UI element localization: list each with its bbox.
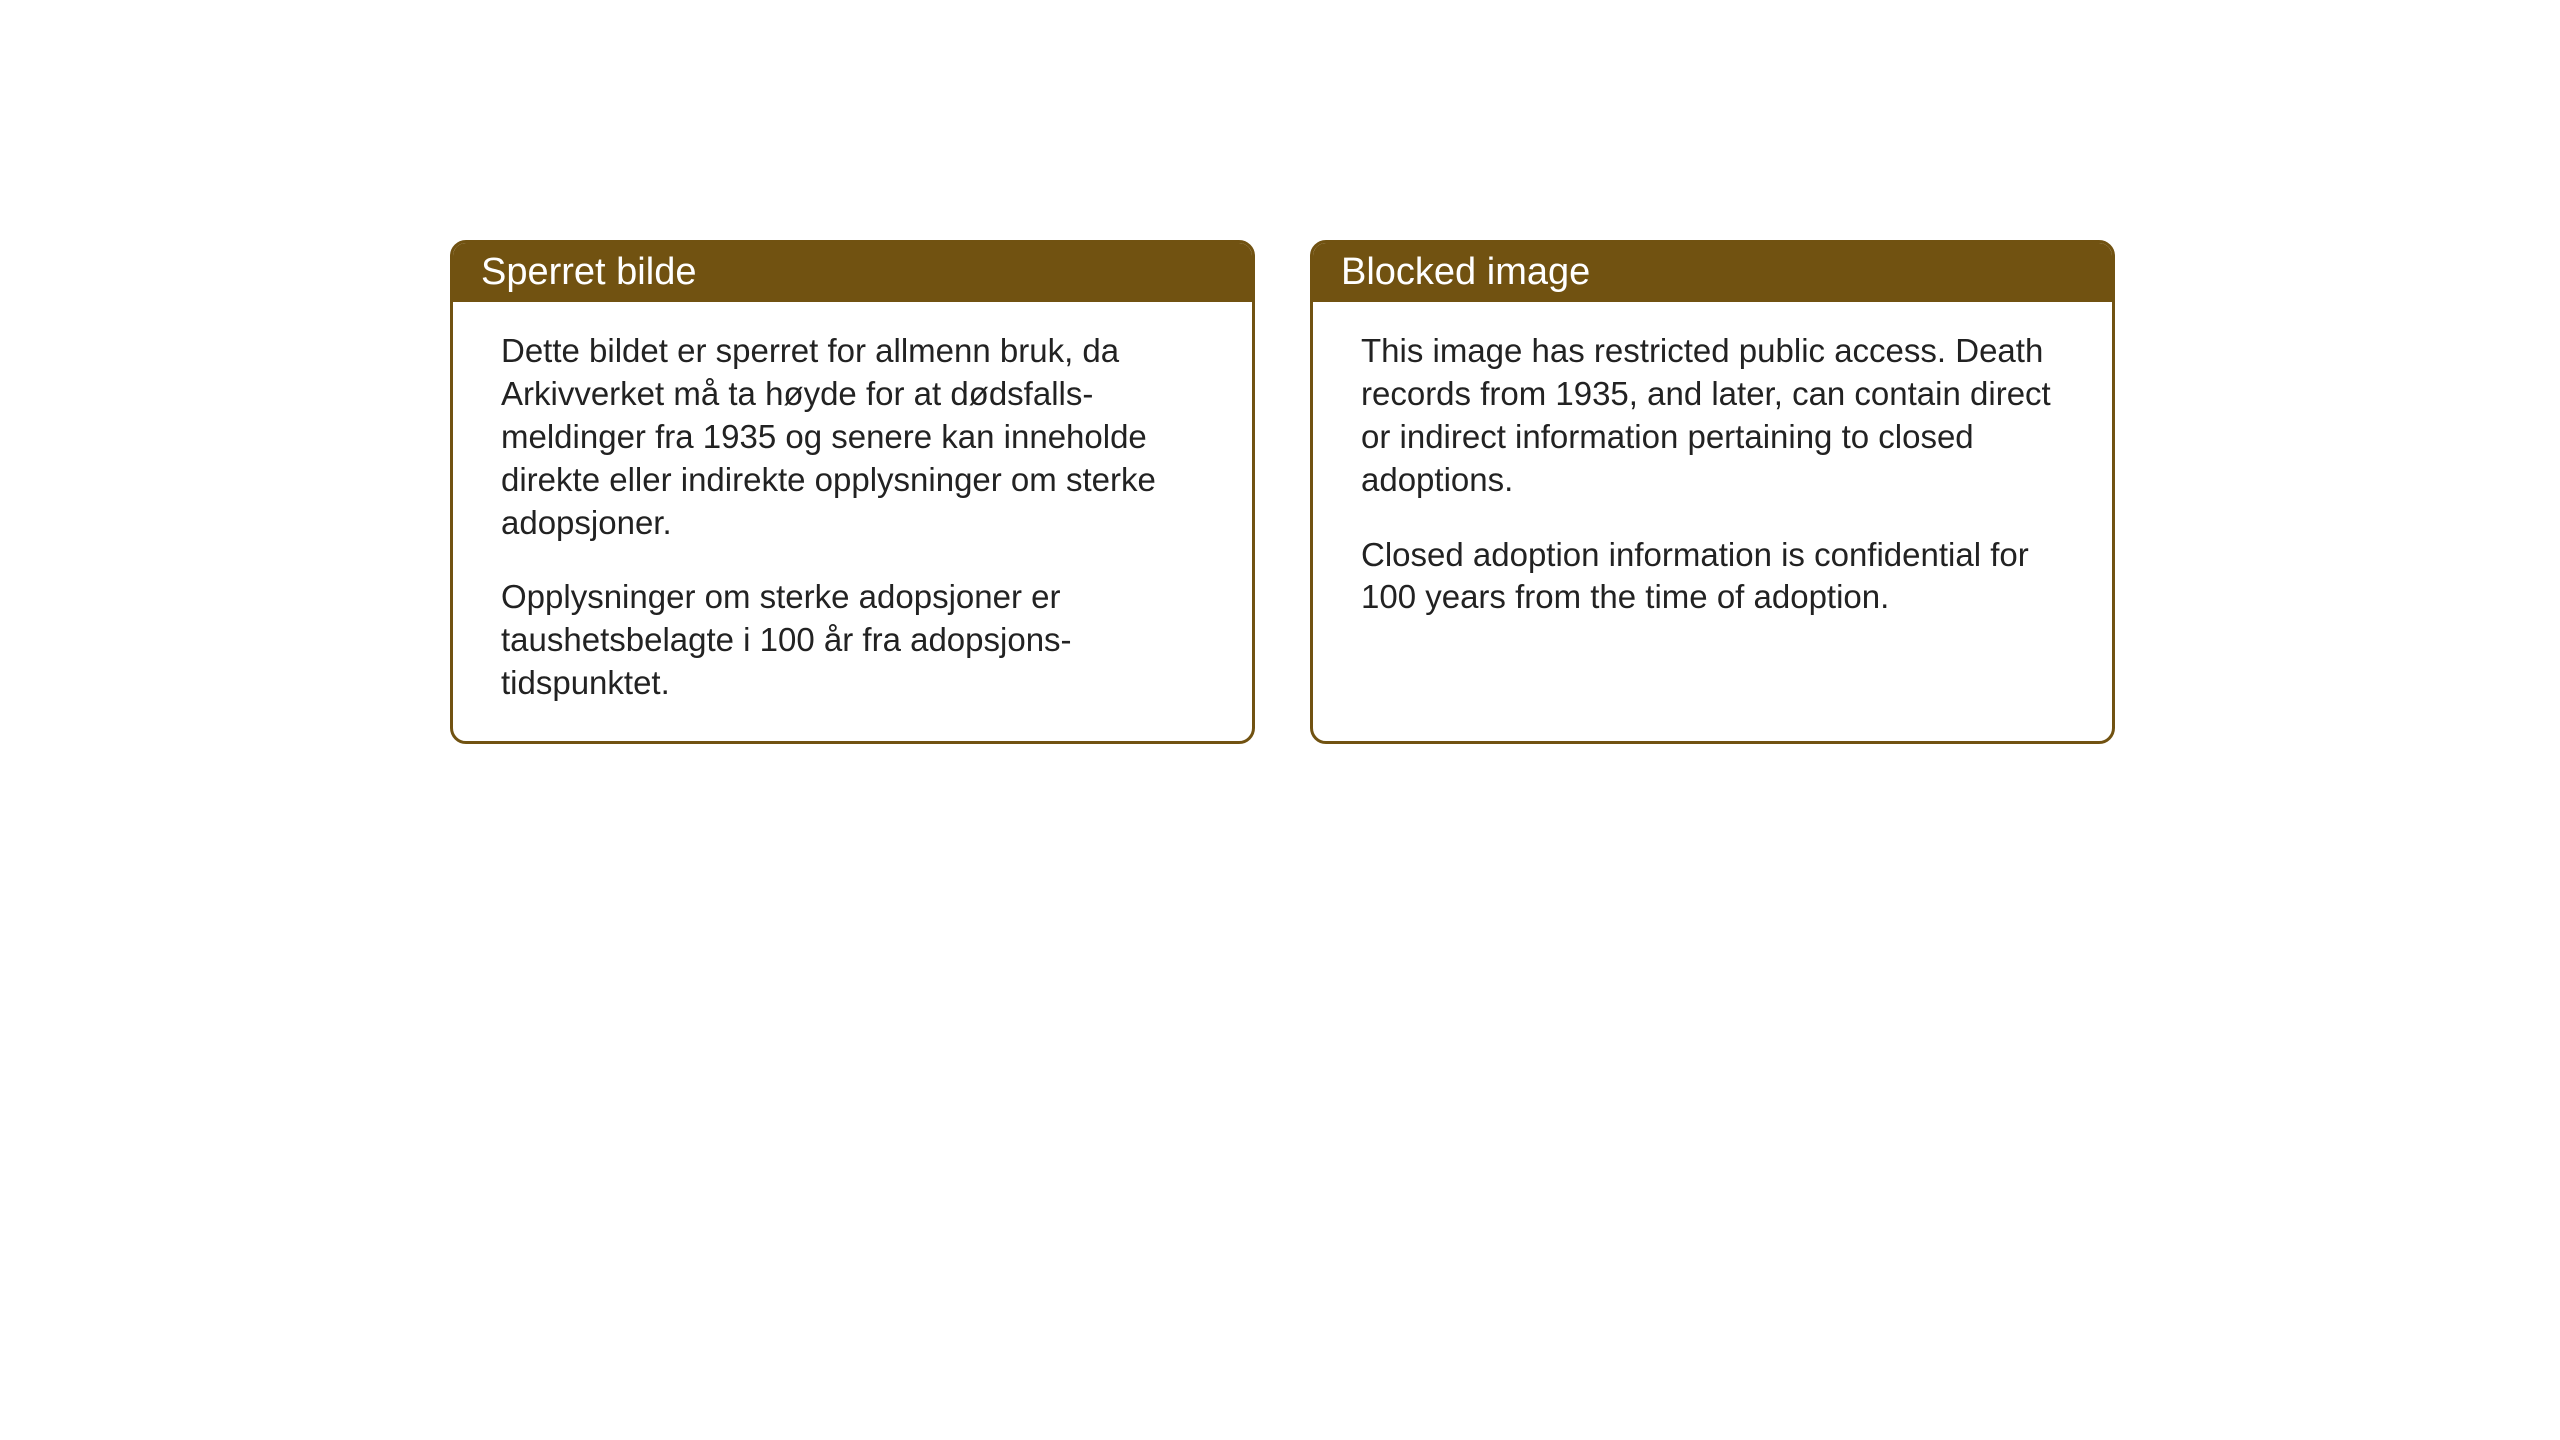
notice-panel-container: Sperret bilde Dette bildet er sperret fo…: [450, 240, 2115, 744]
card-header-norwegian: Sperret bilde: [453, 243, 1252, 302]
paragraph-1-norwegian: Dette bildet er sperret for allmenn bruk…: [501, 330, 1204, 544]
paragraph-1-english: This image has restricted public access.…: [1361, 330, 2064, 502]
card-title-english: Blocked image: [1341, 251, 1590, 293]
card-header-english: Blocked image: [1313, 243, 2112, 302]
card-body-english: This image has restricted public access.…: [1313, 302, 2112, 715]
card-body-norwegian: Dette bildet er sperret for allmenn bruk…: [453, 302, 1252, 741]
notice-card-norwegian: Sperret bilde Dette bildet er sperret fo…: [450, 240, 1255, 744]
card-title-norwegian: Sperret bilde: [481, 251, 696, 293]
paragraph-2-norwegian: Opplysninger om sterke adopsjoner er tau…: [501, 576, 1204, 705]
notice-card-english: Blocked image This image has restricted …: [1310, 240, 2115, 744]
paragraph-2-english: Closed adoption information is confident…: [1361, 534, 2064, 620]
